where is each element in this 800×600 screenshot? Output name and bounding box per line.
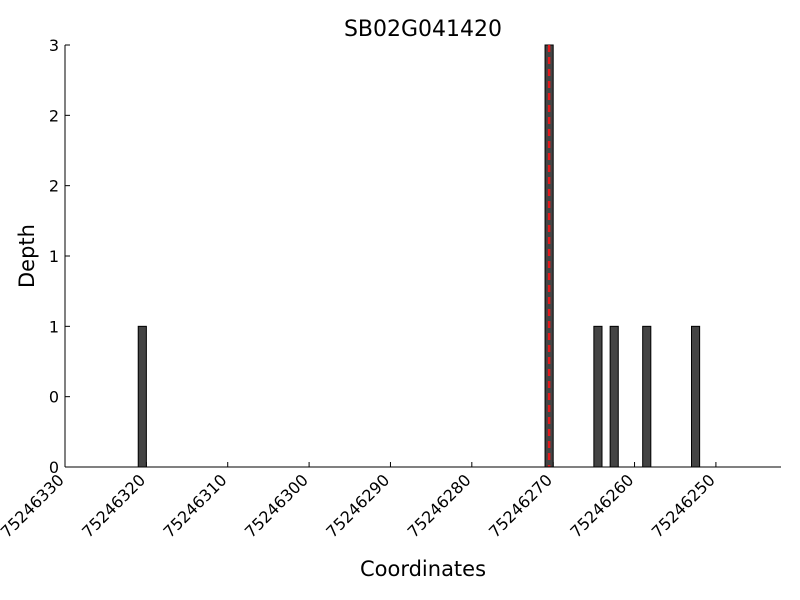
x-tick-label: 75246330: [0, 470, 68, 541]
chart-title: SB02G041420: [344, 17, 502, 42]
x-tick-label: 75246260: [566, 470, 637, 541]
y-tick-label: 0: [49, 388, 59, 407]
x-tick-label: 75246270: [485, 470, 556, 541]
bar: [137, 325, 147, 468]
bar: [691, 325, 701, 468]
x-tick-label: 75246280: [404, 470, 475, 541]
x-tick-label: 75246250: [648, 470, 719, 541]
y-tick-label: 2: [49, 106, 59, 125]
y-tick-label: 1: [49, 317, 59, 336]
y-tick-label: 0: [49, 458, 59, 477]
y-axis-label: Depth: [15, 224, 39, 288]
x-tick-label: 75246320: [78, 470, 149, 541]
x-axis-label: Coordinates: [360, 557, 486, 581]
x-tick-label: 75246300: [241, 470, 312, 541]
y-tick-label: 1: [49, 247, 59, 266]
y-tick-label: 3: [49, 36, 59, 55]
x-tick-label: 75246290: [322, 470, 393, 541]
bar: [642, 325, 652, 468]
bar: [593, 325, 603, 468]
bar: [609, 325, 619, 468]
x-tick-label: 75246310: [160, 470, 231, 541]
y-tick-label: 2: [49, 177, 59, 196]
